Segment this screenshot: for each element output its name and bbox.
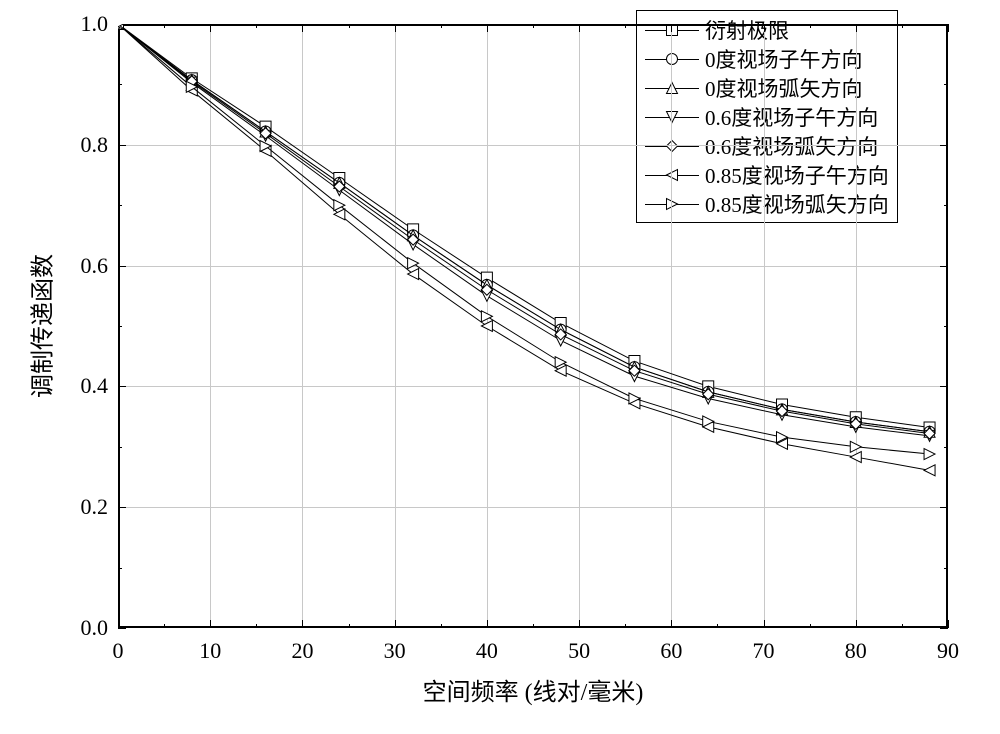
series-line: [118, 24, 930, 436]
series-line: [118, 24, 930, 427]
mtf-chart: 调制传递函数 空间频率 (线对/毫米) 衍射极限0度视场子午方向0度视场弧矢方向…: [0, 0, 1000, 734]
series-marker: [924, 465, 935, 476]
series-marker: [850, 452, 861, 463]
series-line: [118, 24, 930, 434]
series-line: [118, 24, 930, 432]
series-marker: [924, 449, 935, 460]
series-line: [118, 24, 930, 454]
series-layer: [0, 0, 1000, 734]
series-marker: [408, 258, 419, 269]
series-marker: [408, 269, 419, 280]
series-marker: [481, 321, 492, 332]
series-marker: [481, 311, 492, 322]
series-line: [118, 24, 930, 432]
series-marker: [850, 441, 861, 452]
series-line: [118, 24, 930, 470]
